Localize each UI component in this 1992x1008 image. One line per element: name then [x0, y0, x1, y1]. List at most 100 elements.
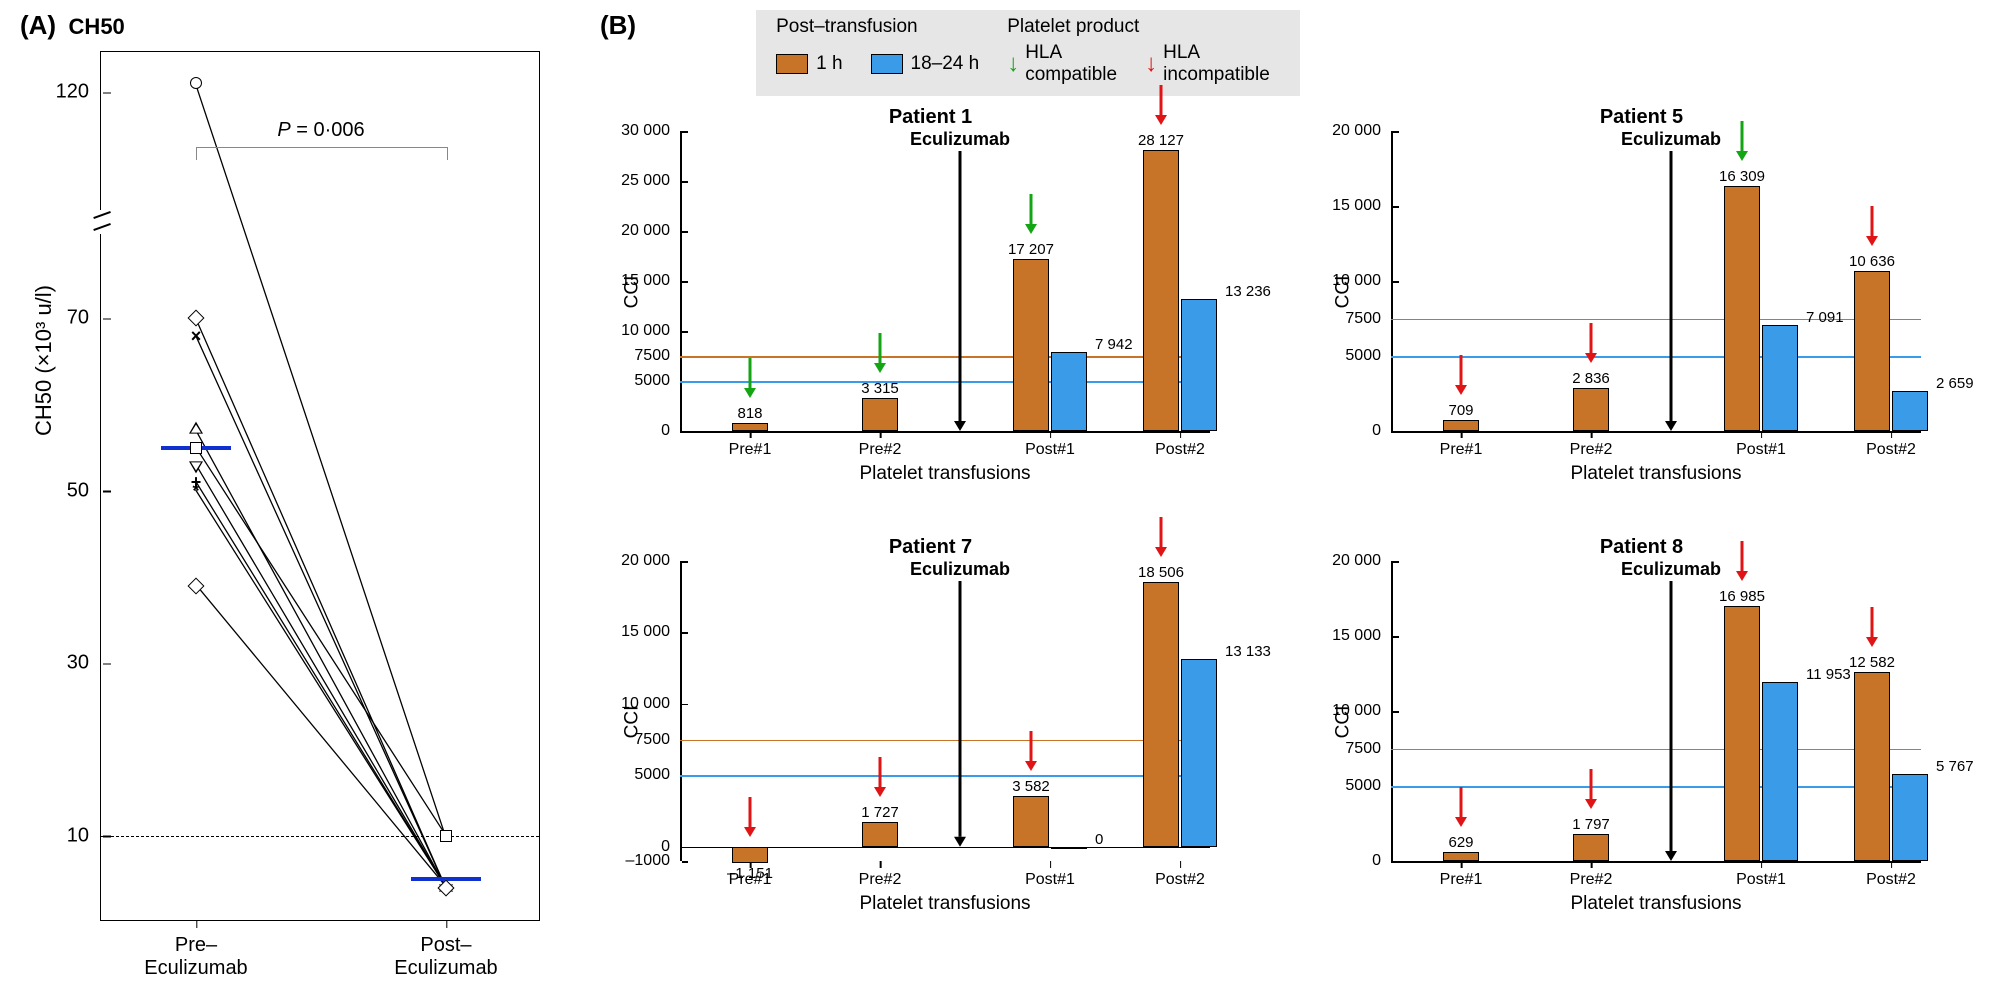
pvalue-text: P = 0·006 — [277, 119, 364, 142]
subplot-xtick: Pre#2 — [859, 861, 902, 889]
bar-value-label: 709 — [1448, 402, 1473, 419]
subplot-xtick: Post#2 — [1866, 431, 1916, 459]
hla-incompatible-arrow-icon — [1583, 323, 1599, 363]
hla-incompatible-arrow-icon — [1864, 206, 1880, 246]
subplot-xtick: Pre#2 — [1570, 861, 1613, 889]
panel-a-ytick: 50 — [67, 479, 101, 502]
reference-line — [1391, 356, 1921, 358]
bar-1h — [732, 423, 768, 431]
hla-incompatible-arrow-icon — [1153, 85, 1169, 125]
subplot-ytick: 0 — [661, 422, 680, 440]
bar-1h — [1724, 186, 1760, 431]
bar-value-label: 16 985 — [1719, 588, 1765, 605]
subplot-xtick: Pre#2 — [1570, 431, 1613, 459]
subplot-ytick: 7500 — [634, 347, 680, 365]
data-marker — [188, 310, 205, 327]
bar-value-label: 2 836 — [1572, 370, 1610, 387]
bar-1h — [1143, 150, 1179, 431]
subplot-ytick: 20 000 — [1332, 122, 1391, 140]
subplot-ytick: 20 000 — [621, 222, 680, 240]
bar-value-label: 5 767 — [1936, 758, 1974, 775]
bar-1h — [1854, 672, 1890, 861]
hla-incompatible-arrow-icon — [1453, 355, 1469, 395]
panel-b-grid: Patient 1CCI05000750010 00015 00020 0002… — [600, 106, 1972, 926]
reference-line — [1391, 749, 1921, 751]
subplot-plot: CCI05000750010 00015 00020 00025 00030 0… — [680, 131, 1210, 431]
data-marker — [440, 830, 452, 842]
data-marker — [188, 577, 205, 594]
pvalue-bracket — [196, 147, 448, 160]
panel-a-xtick: Post–Eculizumab — [394, 920, 497, 980]
subplot-xtick: Post#2 — [1866, 861, 1916, 889]
bar-1h — [1013, 796, 1049, 847]
panel-a-ytick: 10 — [67, 824, 101, 847]
eculizumab-label: Eculizumab — [910, 129, 1010, 150]
subplot-ytick: 7500 — [1345, 310, 1391, 328]
bar-value-label: 12 582 — [1849, 654, 1895, 671]
subplot-ytick: 15 000 — [621, 623, 680, 641]
eculizumab-label: Eculizumab — [1621, 559, 1721, 580]
bar-value-label: 18 506 — [1138, 564, 1184, 581]
legend-header-post: Post–transfusion — [776, 16, 979, 38]
subplot-xtick: Post#1 — [1025, 431, 1075, 459]
panel-a-ytick: 30 — [67, 652, 101, 675]
hla-compatible-arrow-icon — [742, 358, 758, 398]
subplot-ytick: 5000 — [1345, 347, 1391, 365]
eculizumab-arrow-icon — [1663, 581, 1679, 866]
hla-incompatible-arrow-icon — [1023, 731, 1039, 771]
subplot-xtick: Post#1 — [1736, 861, 1786, 889]
subplot-ytick: 5000 — [1345, 777, 1391, 795]
subplot-title: Patient 5 — [1311, 106, 1972, 129]
bar-1h — [732, 847, 768, 863]
subplot-xtick: Pre#1 — [729, 431, 772, 459]
subplot-ytick: 5000 — [634, 766, 680, 784]
bar-value-label: 10 636 — [1849, 253, 1895, 270]
data-marker — [189, 422, 203, 434]
legend-item-1h: 1 h — [776, 53, 842, 75]
subplot-xlabel: Platelet transfusions — [1391, 463, 1921, 485]
hla-incompatible-arrow-icon — [872, 757, 888, 797]
bar-value-label: 3 582 — [1012, 778, 1050, 795]
subplot-ytick: 20 000 — [621, 552, 680, 570]
bar-18h — [1051, 847, 1087, 849]
hla-incompatible-arrow-icon — [1734, 541, 1750, 581]
bar-18h — [1762, 682, 1798, 861]
panel-a: (A) CH50 CH50 (×10³ u/l) 10305070120Pre–… — [20, 10, 600, 978]
bar-18h — [1051, 352, 1087, 431]
axis-break-icon — [95, 210, 109, 234]
subplot-title: Patient 8 — [1311, 536, 1972, 559]
subplot-ytick: 25 000 — [621, 172, 680, 190]
data-marker — [190, 442, 202, 454]
panel-b: (B) Post–transfusion Platelet product 1 h 1… — [600, 10, 1972, 978]
panel-a-label: (A) — [20, 10, 56, 40]
data-marker: × — [191, 327, 202, 345]
bar-value-label: 13 133 — [1225, 643, 1271, 660]
subplot-xtick: Pre#1 — [1440, 861, 1483, 889]
subplot-xtick: Post#1 — [1736, 431, 1786, 459]
subplot-ytick: 10 000 — [621, 695, 680, 713]
panel-a-plot: CH50 (×10³ u/l) 10305070120Pre–Eculizuma… — [100, 51, 540, 921]
subplot-xlabel: Platelet transfusions — [680, 893, 1210, 915]
subplot-ytick: 10 000 — [1332, 272, 1391, 290]
bar-value-label: 28 127 — [1138, 132, 1184, 149]
subplot-ytick: 15 000 — [1332, 197, 1391, 215]
data-marker — [190, 77, 202, 89]
bar-1h — [1443, 420, 1479, 431]
subplot: Patient 7CCI–100005000750010 00015 00020… — [600, 536, 1261, 926]
legend-header-product: Platelet product — [1007, 16, 1270, 38]
panel-a-xtick: Pre–Eculizumab — [144, 920, 247, 980]
subplot-xtick: Post#2 — [1155, 861, 1205, 889]
subplot-xtick: Pre#1 — [1440, 431, 1483, 459]
bar-value-label: 11 953 — [1806, 666, 1851, 683]
bar-1h — [1854, 271, 1890, 431]
bar-value-label: 7 942 — [1095, 336, 1133, 353]
hla-compatible-arrow-icon — [872, 333, 888, 373]
hla-incompatible-arrow-icon — [742, 797, 758, 837]
panel-a-header: (A) CH50 — [20, 10, 600, 41]
panel-b-label: (B) — [600, 10, 636, 41]
subplot-ytick: 0 — [1372, 852, 1391, 870]
subplot-ytick: 7500 — [1345, 740, 1391, 758]
bar-18h — [1762, 325, 1798, 431]
hla-incompatible-arrow-icon — [1583, 769, 1599, 809]
subplot-ytick: 30 000 — [621, 122, 680, 140]
